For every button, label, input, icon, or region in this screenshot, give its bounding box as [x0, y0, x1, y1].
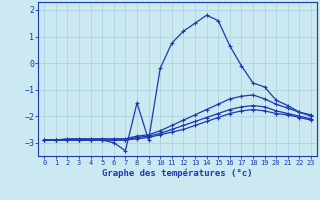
X-axis label: Graphe des températures (°c): Graphe des températures (°c)	[102, 169, 253, 178]
